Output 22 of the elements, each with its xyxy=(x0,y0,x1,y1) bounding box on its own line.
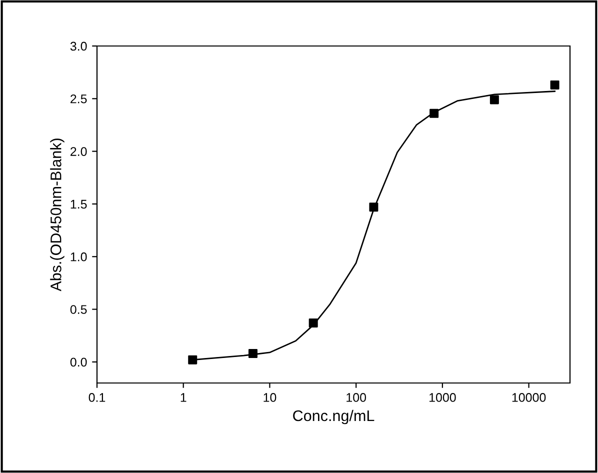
y-tick-label: 0.5 xyxy=(70,305,87,314)
x-tick-label: 1000 xyxy=(429,393,456,402)
y-tick-label: 1.0 xyxy=(70,252,87,262)
x-tick-label: 100 xyxy=(346,393,366,402)
point xyxy=(490,95,499,104)
point xyxy=(188,355,198,364)
y-tick-label: 0.0 xyxy=(70,358,87,367)
y-axis-title: Abs.(OD450nm-Blank) xyxy=(50,138,64,292)
point xyxy=(308,318,318,328)
point xyxy=(248,349,258,358)
y-tick-label: 3.0 xyxy=(70,42,87,51)
y-tick-label: 2.5 xyxy=(70,94,87,104)
x-tick-label: 1 xyxy=(180,393,186,402)
point xyxy=(369,202,378,212)
y-tick-label: 2.0 xyxy=(70,147,87,156)
y-tick-label: 1.5 xyxy=(70,200,87,209)
x-axis-title: Conc.ng/mL xyxy=(293,410,374,424)
x-tick-label: 10000 xyxy=(512,393,546,402)
x-tick-label: 10 xyxy=(264,393,276,402)
point xyxy=(430,108,439,118)
x-tick-label: 0.1 xyxy=(88,393,106,402)
point xyxy=(550,80,560,90)
